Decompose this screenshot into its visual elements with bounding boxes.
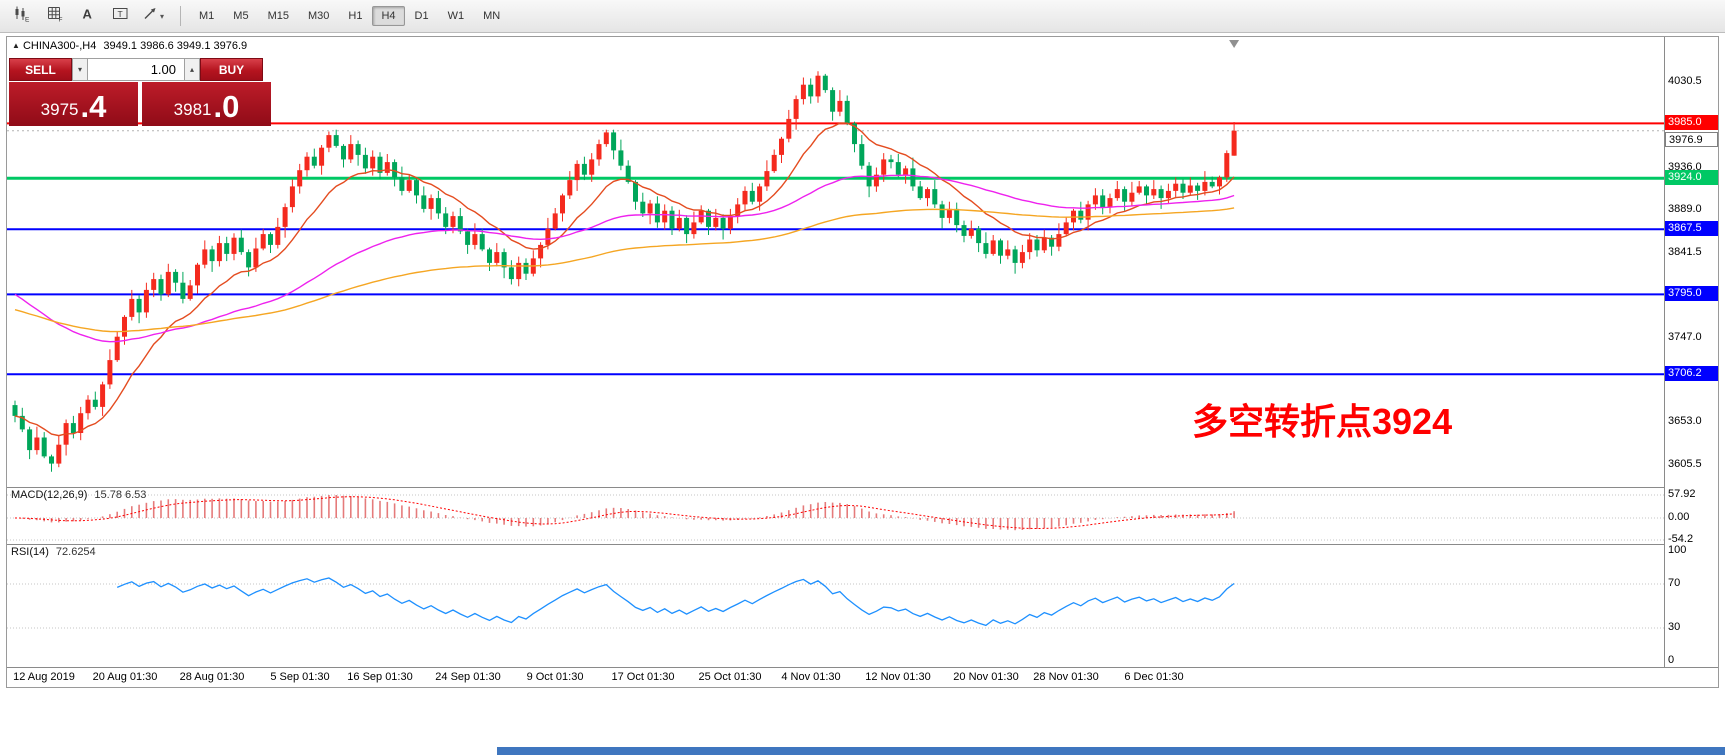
rsi-axis-label: 100 (1668, 544, 1687, 556)
rsi-axis-label: 30 (1668, 621, 1681, 633)
rsi-axis-label: 0 (1668, 654, 1675, 666)
timeframe-m15[interactable]: M15 (267, 10, 289, 22)
textbox-icon: T (112, 5, 129, 27)
price-tag: 3706.2 (1665, 366, 1718, 381)
price-axis-label: 3605.5 (1668, 458, 1702, 470)
one-click-trading-panel: SELL ▾ ▴ BUY 3975.4 3981.0 (9, 58, 271, 126)
chart-window: ▲ CHINA300-,H4 3949.1 3986.6 3949.1 3976… (6, 36, 1719, 688)
price-axis[interactable]: 4030.5 3936.0 3889.0 3841.5 3747.0 3653.0 3605… (1664, 37, 1718, 667)
time-axis-label: 28 Aug 01:30 (179, 671, 245, 683)
volume-input[interactable] (88, 58, 184, 81)
time-axis-label: 9 Oct 01:30 (526, 671, 584, 683)
buy-price-big: .0 (213, 89, 240, 124)
chart-annotation: 多空转折点3924 (1192, 401, 1453, 442)
timeframe-w1[interactable]: W1 (447, 10, 465, 22)
timeframe-m5[interactable]: M5 (233, 10, 249, 22)
step-up-icon: ▴ (189, 65, 194, 74)
time-axis[interactable]: 12 Aug 2019 20 Aug 01:30 28 Aug 01:30 5 Sep… (7, 668, 1664, 687)
timeframe-mn[interactable]: MN (483, 10, 501, 22)
svg-text:A: A (82, 7, 92, 22)
time-axis-label: 28 Nov 01:30 (1033, 671, 1099, 683)
volume-decrease-button[interactable]: ▾ (72, 58, 88, 81)
chart-ohlc-header: ▲ CHINA300-,H4 3949.1 3986.6 3949.1 3976… (12, 40, 247, 52)
window-edge (497, 747, 1725, 755)
volume-increase-button[interactable]: ▴ (184, 58, 200, 81)
toolbar-separator (180, 6, 181, 26)
chart-tools-button[interactable]: E (6, 3, 36, 29)
time-axis-label: 4 Nov 01:30 (781, 671, 841, 683)
time-axis-label: 12 Nov 01:30 (865, 671, 931, 683)
price-plot[interactable] (7, 37, 1664, 487)
buy-button[interactable]: BUY (200, 58, 263, 81)
timeframe-m1[interactable]: M1 (199, 10, 215, 22)
time-axis-label: 20 Nov 01:30 (953, 671, 1019, 683)
time-axis-label: 12 Aug 2019 (13, 671, 75, 683)
price-tag: 3985.0 (1665, 115, 1718, 130)
text-icon: A (79, 5, 96, 27)
price-axis-label: 3653.0 (1668, 415, 1702, 427)
text-tool-button[interactable]: A (72, 3, 102, 29)
price-tag: 3976.9 (1665, 132, 1718, 147)
rsi-label: RSI(14) 72.6254 (11, 546, 96, 558)
macd-label: MACD(12,26,9) 15.78 6.53 (11, 489, 147, 501)
indicator-grid-button[interactable]: F (39, 3, 69, 29)
svg-text:T: T (117, 9, 122, 19)
price-tag: 3867.5 (1665, 221, 1718, 236)
price-tag: 3924.0 (1665, 170, 1718, 185)
sell-button[interactable]: SELL (9, 58, 72, 81)
rsi-axis-label: 70 (1668, 577, 1681, 589)
price-tag: 3795.0 (1665, 286, 1718, 301)
macd-plot[interactable] (7, 488, 1664, 544)
panel-divider[interactable] (7, 544, 1718, 545)
drawing-tools-button[interactable]: ▾ (138, 3, 168, 29)
macd-axis-label: -54.2 (1668, 533, 1694, 545)
price-axis-label: 3841.5 (1668, 246, 1702, 258)
rsi-plot[interactable] (7, 545, 1664, 667)
macd-axis-label: 0.00 (1668, 511, 1690, 523)
panel-divider[interactable] (7, 487, 1718, 488)
price-axis-label: 3747.0 (1668, 331, 1702, 343)
time-axis-label: 16 Sep 01:30 (347, 671, 413, 683)
timeframe-h1[interactable]: H1 (348, 10, 363, 22)
chart-tools-group: E F A T ▾ (6, 3, 171, 29)
sell-price-display[interactable]: 3975.4 (9, 82, 138, 126)
ohlc-values: 3949.1 3986.6 3949.1 3976.9 (103, 40, 248, 52)
macd-axis-label: 57.92 (1668, 488, 1696, 500)
symbol-title: CHINA300-,H4 (22, 40, 97, 52)
timeframe-d1[interactable]: D1 (414, 10, 429, 22)
trendline-arrow-icon (142, 5, 159, 27)
top-toolbar: E F A T ▾ M1 M5 M15 M30 H1 H4 D1 W1 MN (0, 0, 1725, 33)
timeframe-group: M1 M5 M15 M30 H1 H4 D1 W1 MN (190, 6, 510, 26)
svg-text:F: F (58, 17, 62, 23)
price-axis-label: 4030.5 (1668, 75, 1702, 87)
time-axis-label: 20 Aug 01:30 (92, 671, 158, 683)
panel-divider (7, 667, 1718, 668)
candlestick-chart-icon: E (13, 5, 30, 27)
textbox-tool-button[interactable]: T (105, 3, 135, 29)
svg-text:E: E (25, 17, 30, 23)
sell-price-big: .4 (80, 89, 107, 124)
buy-price-display[interactable]: 3981.0 (142, 82, 271, 126)
time-axis-label: 6 Dec 01:30 (1124, 671, 1184, 683)
price-axis-label: 3889.0 (1668, 203, 1702, 215)
sell-price-small: 3975 (40, 100, 79, 119)
time-axis-label: 24 Sep 01:30 (435, 671, 501, 683)
step-down-icon: ▾ (77, 65, 82, 74)
symbol-marker-icon: ▲ (12, 41, 20, 50)
time-axis-label: 5 Sep 01:30 (270, 671, 330, 683)
dropdown-caret-icon: ▾ (159, 11, 164, 21)
time-axis-label: 17 Oct 01:30 (611, 671, 675, 683)
timeframe-m30[interactable]: M30 (307, 10, 330, 22)
grid-icon: F (46, 5, 63, 27)
buy-price-small: 3981 (173, 100, 212, 119)
time-axis-label: 25 Oct 01:30 (698, 671, 762, 683)
timeframe-h4[interactable]: H4 (372, 6, 405, 26)
